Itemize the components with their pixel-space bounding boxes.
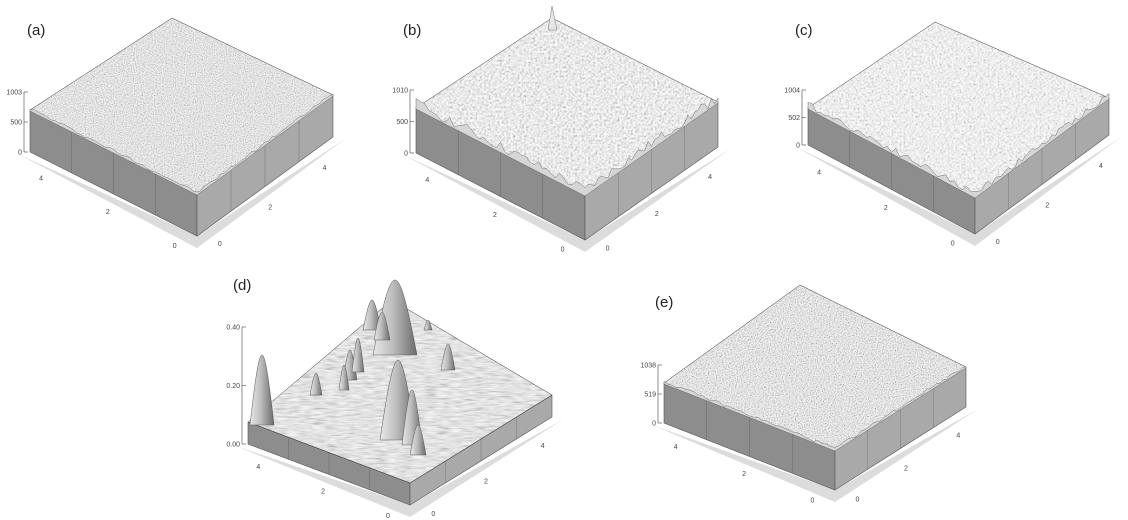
x-tick-label: 4	[674, 444, 678, 451]
y-tick-label: 0	[996, 239, 1000, 246]
surface-edge-roughness	[415, 97, 719, 197]
x-tick-label: 0	[951, 241, 955, 248]
z-tick-label: 0	[404, 151, 408, 158]
x-tick-label: 2	[321, 489, 325, 496]
x-tick-label: 0	[810, 498, 814, 505]
panel-label: (a)	[27, 22, 45, 39]
panel-label: (b)	[403, 22, 421, 39]
y-tick-label: 2	[655, 211, 659, 218]
surface-peak	[423, 319, 433, 331]
z-tick-label: 1003	[6, 90, 22, 97]
surface-peak	[351, 337, 365, 373]
base-plane	[652, 409, 978, 502]
x-tick-label: 4	[425, 177, 429, 184]
y-tick-label: 4	[323, 165, 327, 172]
x-tick-label: 2	[884, 205, 888, 212]
surface-peak	[440, 343, 456, 371]
y-tick-label: 4	[1099, 163, 1103, 170]
y-tick-label: 2	[904, 466, 908, 473]
x-tick-label: 0	[386, 513, 390, 520]
surface-outline	[247, 299, 553, 484]
panel-d: 0.40 0.20 0.00 4 2 0 0 2 4 (d)	[226, 277, 564, 520]
z-tick-label: 0.40	[226, 325, 240, 332]
y-tick-label: 4	[956, 432, 960, 439]
y-tick-label: 0	[606, 246, 610, 253]
surface-peak	[249, 354, 275, 426]
z-tick-label: 0.00	[226, 442, 240, 449]
y-tick-label: 0	[218, 241, 222, 248]
panel-b: 1010 500 0 4 2 0 0 2 4 (b)	[392, 5, 730, 254]
z-tick-label: 1038	[640, 363, 656, 370]
x-tick-label: 2	[742, 471, 746, 478]
surface-edge-roughness	[29, 94, 334, 196]
surface-edge-roughness	[663, 366, 967, 452]
surface-peak	[338, 364, 350, 391]
z-tick-label: 1010	[392, 88, 408, 95]
y-tick-label: 2	[484, 478, 488, 485]
x-tick-label: 0	[173, 243, 177, 250]
y-tick-label: 4	[708, 174, 712, 181]
panel-c: 1004 502 0 4 2 0 0 2 4 (c)	[784, 21, 1121, 248]
z-tick-label: 519	[644, 392, 656, 399]
x-tick-label: 4	[256, 464, 260, 471]
z-tick-label: 500	[396, 119, 408, 126]
y-tick-label: 0	[431, 511, 435, 518]
x-tick-label: 2	[106, 209, 110, 216]
x-tick-label: 0	[561, 247, 565, 254]
panel-e: 1038 519 0 4 2 0 0 2 4 (e)	[640, 284, 978, 505]
surface-peak	[373, 311, 391, 341]
y-tick-label: 0	[856, 496, 860, 503]
x-tick-label: 2	[493, 212, 497, 219]
surface-edge-roughness	[807, 93, 1110, 199]
x-tick-label: 4	[817, 169, 821, 176]
z-tick-label: 0	[18, 150, 22, 157]
y-tick-label: 2	[1045, 202, 1049, 209]
z-tick-label: 0	[796, 143, 800, 150]
surface-peak	[409, 424, 427, 456]
z-tick-label: 1004	[784, 88, 800, 95]
panel-label: (c)	[795, 22, 813, 39]
z-tick-label: 0	[652, 421, 656, 428]
panel-label: (e)	[655, 294, 673, 311]
spike	[547, 5, 558, 31]
panel-label: (d)	[233, 277, 251, 294]
surface-peak	[309, 372, 323, 396]
y-tick-label: 4	[541, 443, 545, 450]
z-tick-label: 500	[10, 120, 22, 127]
z-tick-label: 502	[788, 115, 800, 122]
panel-a: 1003 500 0 4 2 0 0 2 4 (a)	[6, 17, 345, 250]
y-tick-label: 2	[268, 204, 272, 211]
x-tick-label: 4	[39, 176, 43, 183]
z-tick-label: 0.20	[226, 383, 240, 390]
